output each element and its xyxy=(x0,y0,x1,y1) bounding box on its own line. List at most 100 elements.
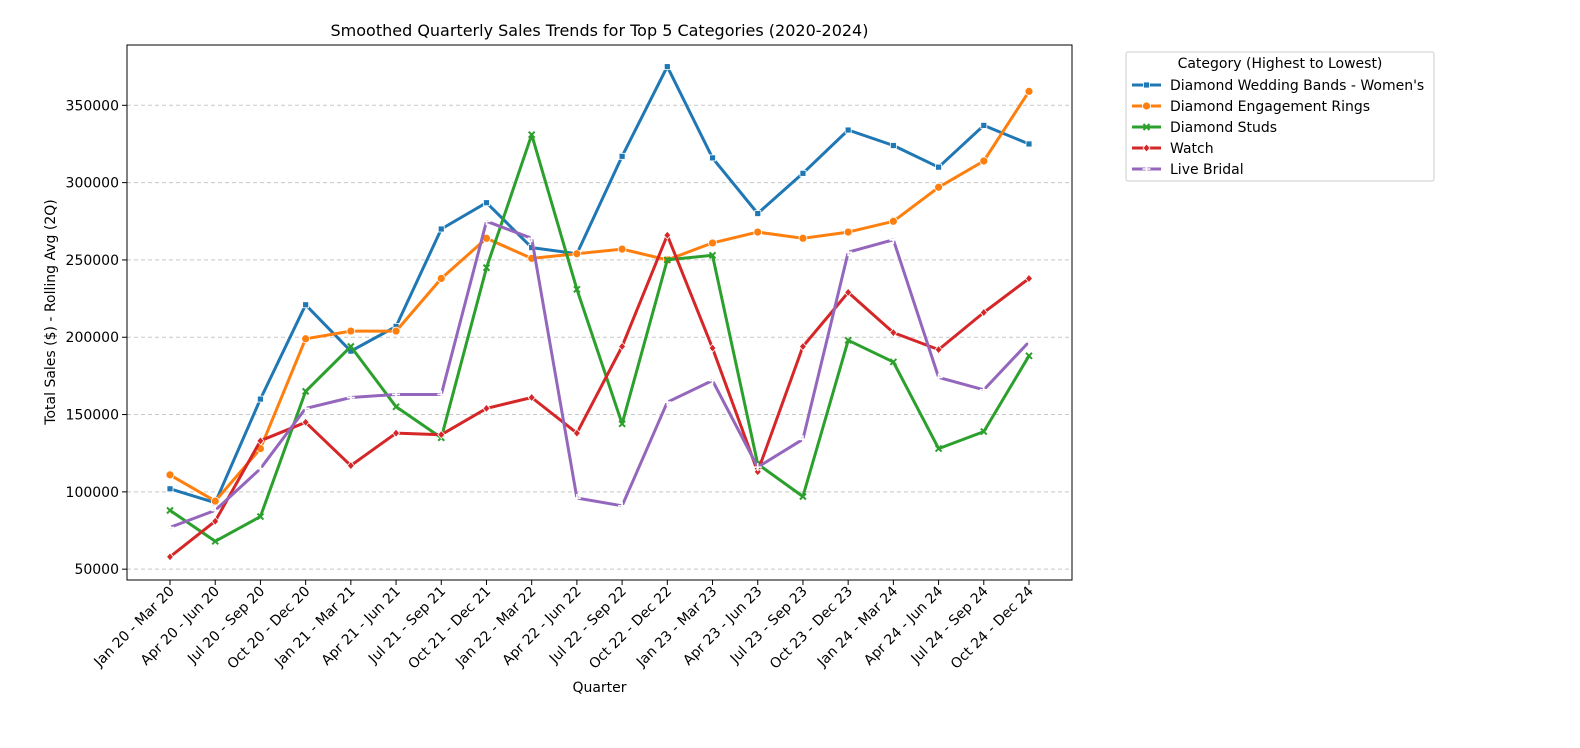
data-point xyxy=(482,263,491,272)
series-5 xyxy=(166,217,1033,532)
data-point xyxy=(798,233,808,243)
data-point xyxy=(844,126,852,134)
x-tick-label: Jul 21 - Sep 21 xyxy=(365,584,449,668)
y-tick-label: 200000 xyxy=(66,330,119,346)
data-point xyxy=(527,234,536,243)
data-point xyxy=(843,227,853,237)
x-tick-label: Oct 23 - Dec 23 xyxy=(767,584,856,673)
data-point xyxy=(618,152,626,160)
x-tick-label: Oct 20 - Dec 20 xyxy=(225,584,314,673)
series-line xyxy=(168,133,1031,543)
legend-item: Diamond Studs xyxy=(1132,120,1277,136)
x-tick-label: Oct 24 - Dec 24 xyxy=(948,583,1037,672)
series-line xyxy=(168,65,1031,505)
x-tick-label: Jan 23 - Mar 23 xyxy=(633,584,720,671)
data-point xyxy=(256,464,265,473)
data-point xyxy=(211,537,219,546)
legend-item: Live Bridal xyxy=(1132,162,1244,178)
data-point xyxy=(166,485,174,493)
data-point xyxy=(165,552,175,562)
legend-swatch-marker xyxy=(1142,101,1151,111)
legend-swatch-marker xyxy=(1142,123,1151,131)
data-point xyxy=(980,427,988,436)
x-tick-label: Jul 22 - Sep 22 xyxy=(546,584,630,668)
legend-label: Diamond Studs xyxy=(1170,120,1277,136)
x-tick-label: Jan 22 - Mar 22 xyxy=(452,584,539,671)
series-line xyxy=(168,233,1031,559)
data-point xyxy=(301,387,310,396)
data-point xyxy=(663,63,671,71)
x-tick-label: Jul 20 - Sep 20 xyxy=(184,584,268,668)
data-point xyxy=(256,436,265,446)
series-3 xyxy=(166,130,1033,546)
data-point xyxy=(527,130,536,139)
data-point xyxy=(934,182,943,192)
chart-title: Smoothed Quarterly Sales Trends for Top … xyxy=(331,21,869,40)
y-tick-label: 100000 xyxy=(66,485,119,501)
data-point xyxy=(482,403,491,413)
data-point xyxy=(346,393,355,402)
legend-label: Diamond Wedding Bands - Women's xyxy=(1170,78,1424,94)
data-point xyxy=(527,392,536,403)
y-tick-label: 300000 xyxy=(66,176,119,192)
data-point xyxy=(844,248,853,257)
data-point xyxy=(844,287,853,298)
x-tick-label: Apr 21 - Jun 21 xyxy=(319,584,404,669)
data-point xyxy=(437,390,446,399)
data-point xyxy=(708,238,717,248)
legend-swatch-marker xyxy=(1142,143,1151,153)
legend-box xyxy=(1125,51,1435,182)
y-tick-label: 50000 xyxy=(74,562,119,578)
x-tick-label: Oct 21 - Dec 21 xyxy=(405,584,494,673)
data-point xyxy=(392,390,401,399)
data-point xyxy=(663,256,672,264)
x-tick-label: Jul 24 - Sep 24 xyxy=(908,583,992,667)
data-point xyxy=(482,217,491,226)
data-point xyxy=(572,249,582,259)
legend-label: Diamond Engagement Rings xyxy=(1170,99,1370,115)
data-point xyxy=(980,122,988,129)
data-point xyxy=(211,516,220,526)
data-point xyxy=(211,506,220,515)
x-tick-label: Apr 22 - Jun 22 xyxy=(499,584,584,669)
data-point xyxy=(753,467,762,477)
data-point xyxy=(301,404,310,413)
legend-item: Diamond Engagement Rings xyxy=(1132,99,1370,115)
legend-swatch-marker xyxy=(1142,165,1151,173)
data-point xyxy=(436,274,446,283)
data-point xyxy=(572,428,581,438)
data-point xyxy=(256,512,265,521)
data-point xyxy=(346,326,356,336)
y-tick-label: 350000 xyxy=(66,98,119,114)
legend-items: Diamond Wedding Bands - Women's Diamond E… xyxy=(1132,78,1424,178)
data-point xyxy=(844,336,852,345)
data-point xyxy=(617,244,627,254)
x-axis-label: Quarter xyxy=(572,680,626,696)
data-point xyxy=(573,285,581,294)
data-point xyxy=(1025,337,1033,346)
data-point xyxy=(301,417,310,427)
data-point xyxy=(618,341,627,352)
data-point xyxy=(934,373,943,382)
data-point xyxy=(347,342,355,351)
y-tick-label: 150000 xyxy=(66,408,119,424)
data-point xyxy=(798,435,807,444)
axes: 50000 100000 150000 200000 250000 300000 35000… xyxy=(66,98,1037,672)
data-point xyxy=(437,225,445,233)
data-point xyxy=(798,341,807,352)
data-point xyxy=(572,494,581,503)
data-point xyxy=(979,307,988,318)
data-point xyxy=(663,398,672,407)
data-point xyxy=(1025,140,1033,148)
data-point xyxy=(934,345,943,355)
plot-area-frame xyxy=(126,44,1073,581)
data-point xyxy=(302,301,310,309)
data-point xyxy=(754,210,762,217)
series-line xyxy=(168,219,1031,529)
data-point xyxy=(210,496,220,506)
data-point xyxy=(889,358,898,366)
legend: Category (Highest to Lowest) Diamond Wed… xyxy=(1125,51,1435,182)
data-point xyxy=(1024,86,1034,96)
data-point xyxy=(346,460,355,471)
